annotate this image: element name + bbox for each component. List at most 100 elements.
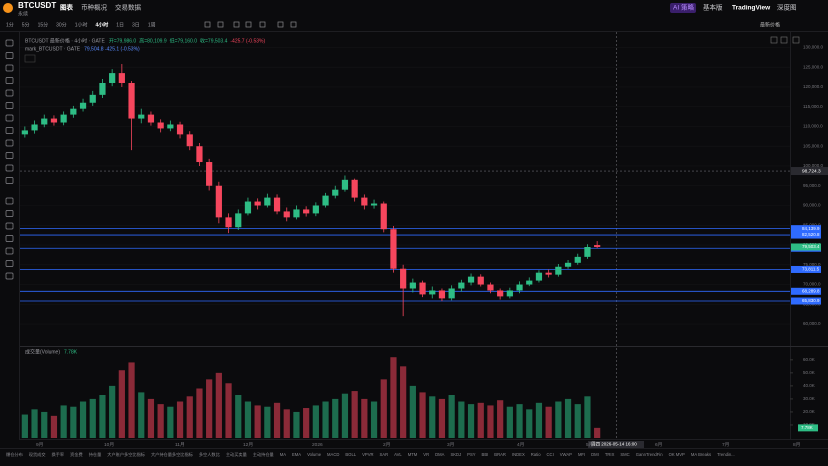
indicator[interactable]: Trendin... <box>717 452 735 457</box>
candle-body <box>564 262 572 267</box>
chart-control[interactable] <box>792 36 800 44</box>
indicator[interactable]: MA Breaks <box>691 452 711 457</box>
tab[interactable]: 图表 <box>60 3 74 12</box>
tool-icon[interactable] <box>290 21 297 28</box>
indicator[interactable]: INDEX <box>512 452 525 457</box>
indicator[interactable]: 资金费 <box>70 451 83 458</box>
drawing-tool[interactable] <box>5 197 14 205</box>
tool-icon[interactable] <box>233 21 240 28</box>
interval[interactable]: 4小时 <box>95 21 108 28</box>
indicator[interactable]: 主动买卖量 <box>226 451 247 458</box>
drawing-tool[interactable] <box>5 177 14 184</box>
indicator[interactable]: VR <box>423 452 429 457</box>
indicator[interactable]: SMC <box>620 452 629 457</box>
interval[interactable]: 1周 <box>148 22 156 28</box>
drawing-tool[interactable] <box>5 64 14 72</box>
indicator[interactable]: 现货成交 <box>29 451 46 458</box>
drawing-tool[interactable] <box>5 164 14 172</box>
interval[interactable]: 1日 <box>116 22 124 28</box>
drawing-tool[interactable] <box>5 77 14 84</box>
indicator[interactable]: VPVR <box>362 452 373 457</box>
tool-icon[interactable] <box>277 21 284 28</box>
header-link[interactable]: 深度图 <box>777 3 797 12</box>
legend-name: BTCUSDT 最新价格 · 4小时 · GATE <box>25 37 105 44</box>
indicator[interactable]: DMI <box>591 452 599 457</box>
drawing-tool[interactable] <box>5 272 14 280</box>
collapse-button[interactable] <box>24 54 36 63</box>
indicator[interactable]: 主动持仓量 <box>253 451 274 458</box>
header-link[interactable]: 基本版 <box>703 3 723 12</box>
indicator[interactable]: BBI <box>482 452 489 457</box>
indicator[interactable]: CCI <box>547 452 554 457</box>
interval[interactable]: 1小时 <box>75 21 88 28</box>
drawing-tool[interactable] <box>5 89 14 97</box>
volume-bar <box>41 411 48 438</box>
volume-bar <box>458 401 465 438</box>
interval[interactable]: 5分 <box>22 21 30 28</box>
indicator[interactable]: SKDJ <box>450 452 461 457</box>
tool-icon[interactable] <box>245 21 252 28</box>
indicator[interactable]: 大户持仓量多空比指标 <box>151 451 193 458</box>
drawing-tool[interactable] <box>5 52 14 59</box>
volume-bar <box>361 398 368 438</box>
drawing-tool[interactable] <box>5 114 14 122</box>
indicator[interactable]: OK MVP <box>669 452 685 457</box>
candle-body <box>419 282 426 295</box>
indicator[interactable]: EMA <box>292 452 301 457</box>
indicator[interactable]: MTM <box>408 452 418 457</box>
drawing-tool[interactable] <box>5 39 14 47</box>
candle-body <box>293 209 300 218</box>
indicator[interactable]: VWAP <box>560 452 572 457</box>
header-link[interactable]: AI 策略 <box>673 3 694 12</box>
indicator[interactable]: MACD <box>327 452 339 457</box>
indicator[interactable]: PSY <box>467 452 476 457</box>
tool-icon[interactable] <box>259 21 266 28</box>
drawing-tool[interactable] <box>5 139 14 147</box>
level-tag <box>791 225 821 233</box>
legend-value: 开=79,986.0 <box>109 38 137 44</box>
interval[interactable]: 1分 <box>6 21 14 28</box>
indicator[interactable]: Ratio <box>531 452 541 457</box>
price-mode[interactable]: 最新价格 <box>760 21 780 28</box>
drawing-tool[interactable] <box>5 152 14 159</box>
indicator[interactable]: AVL <box>394 452 402 457</box>
symbol[interactable]: BTCUSDT <box>18 1 56 10</box>
indicator[interactable]: Volume <box>307 452 322 457</box>
indicator[interactable]: MA <box>280 452 286 457</box>
drawing-tool[interactable] <box>5 127 14 134</box>
indicator[interactable]: TRIX <box>605 452 615 457</box>
drawing-tool[interactable] <box>5 260 14 267</box>
indicator[interactable]: SAR <box>380 452 389 457</box>
indicator[interactable]: BRAR <box>494 452 506 457</box>
interval[interactable]: 30分 <box>56 21 67 28</box>
chart-control[interactable] <box>770 36 778 44</box>
drawing-tool[interactable] <box>5 222 14 230</box>
x-tick-label: 2026 <box>312 442 323 448</box>
tool-icon[interactable] <box>217 21 224 28</box>
interval[interactable]: 3日 <box>132 22 140 28</box>
indicator[interactable]: 大户账户多空比指标 <box>107 451 145 458</box>
drawing-tool[interactable] <box>5 235 14 242</box>
candle-body <box>332 189 339 196</box>
tab[interactable]: 币种概况 <box>81 3 108 12</box>
volume-bar <box>477 402 484 438</box>
x-tick-label: 5月 <box>586 442 593 448</box>
drawing-tool[interactable] <box>5 247 14 255</box>
indicator[interactable]: 换手率 <box>52 451 65 458</box>
candle-body <box>477 276 484 285</box>
candle-body <box>574 256 581 263</box>
indicator[interactable]: MFI <box>578 452 585 457</box>
chart-control[interactable] <box>780 36 788 44</box>
indicator[interactable]: BOLL <box>345 452 356 457</box>
drawing-tool[interactable] <box>5 210 14 217</box>
indicator[interactable]: GannTrendFin <box>636 452 664 457</box>
indicator[interactable]: 爆仓分布 <box>6 451 23 458</box>
drawing-tool[interactable] <box>5 102 14 109</box>
interval[interactable]: 15分 <box>38 21 49 28</box>
tool-icon[interactable] <box>204 21 211 28</box>
header-link[interactable]: TradingView <box>732 5 771 12</box>
tab[interactable]: 交易数据 <box>115 3 142 12</box>
indicator[interactable]: 持仓量 <box>89 451 102 458</box>
indicator[interactable]: 多空人数比 <box>199 451 220 458</box>
indicator[interactable]: DMA <box>435 452 445 457</box>
